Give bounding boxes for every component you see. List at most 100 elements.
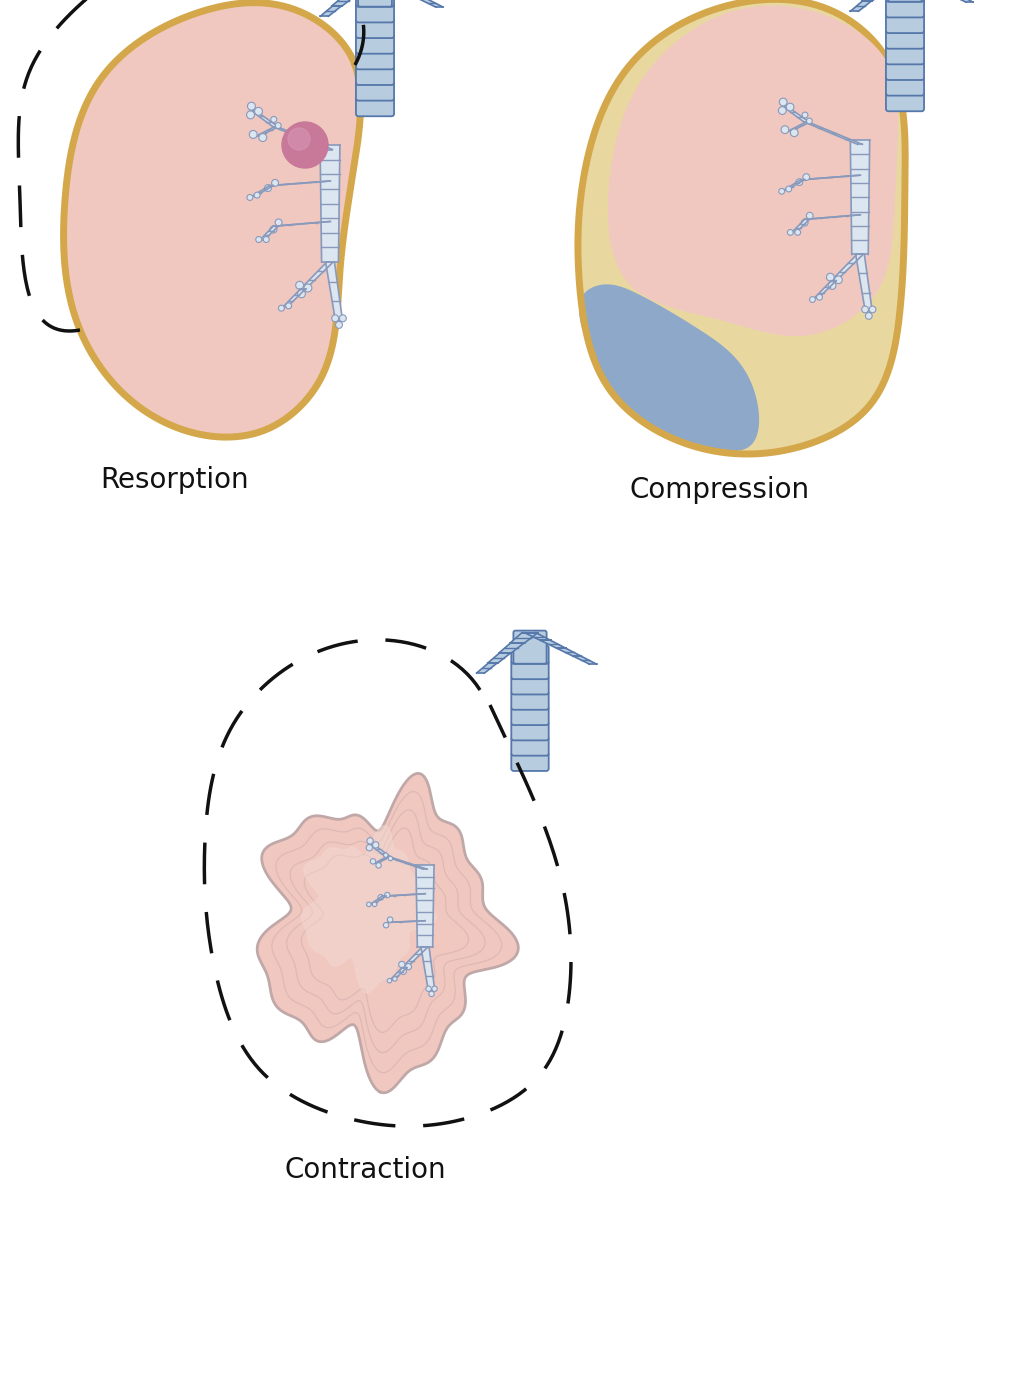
Circle shape xyxy=(862,306,868,313)
Polygon shape xyxy=(276,221,330,226)
Circle shape xyxy=(384,923,389,928)
Circle shape xyxy=(385,892,390,898)
Circle shape xyxy=(781,125,789,134)
Circle shape xyxy=(787,230,793,235)
FancyBboxPatch shape xyxy=(511,738,549,756)
Polygon shape xyxy=(851,141,870,255)
Circle shape xyxy=(786,187,792,192)
Circle shape xyxy=(826,273,834,281)
Polygon shape xyxy=(416,864,434,947)
FancyBboxPatch shape xyxy=(511,661,549,679)
Text: Compression: Compression xyxy=(630,476,811,504)
Circle shape xyxy=(405,963,411,970)
FancyBboxPatch shape xyxy=(356,50,394,70)
Polygon shape xyxy=(384,894,426,896)
Polygon shape xyxy=(332,0,355,6)
Polygon shape xyxy=(487,653,511,663)
Polygon shape xyxy=(792,219,810,232)
Polygon shape xyxy=(831,255,863,281)
FancyBboxPatch shape xyxy=(356,19,394,38)
Circle shape xyxy=(254,192,260,198)
Circle shape xyxy=(336,322,343,329)
FancyBboxPatch shape xyxy=(885,0,924,1)
Circle shape xyxy=(295,281,304,290)
FancyBboxPatch shape xyxy=(356,67,394,85)
Circle shape xyxy=(429,991,434,997)
Polygon shape xyxy=(851,1,871,11)
Polygon shape xyxy=(783,107,810,122)
Circle shape xyxy=(387,979,392,983)
Circle shape xyxy=(806,213,814,219)
Polygon shape xyxy=(856,255,872,312)
Polygon shape xyxy=(499,643,524,653)
Circle shape xyxy=(246,111,254,118)
Circle shape xyxy=(331,315,339,322)
Polygon shape xyxy=(420,0,443,7)
Polygon shape xyxy=(301,262,333,290)
Circle shape xyxy=(288,128,310,150)
Circle shape xyxy=(271,117,277,122)
FancyBboxPatch shape xyxy=(511,707,549,725)
Polygon shape xyxy=(325,262,343,320)
Circle shape xyxy=(388,856,393,860)
Circle shape xyxy=(779,107,786,114)
Polygon shape xyxy=(511,632,538,643)
FancyBboxPatch shape xyxy=(356,82,394,100)
Text: Resorption: Resorption xyxy=(101,466,249,494)
Polygon shape xyxy=(320,145,340,262)
Circle shape xyxy=(802,113,807,118)
Circle shape xyxy=(247,102,255,110)
Circle shape xyxy=(367,838,373,844)
Circle shape xyxy=(275,122,281,128)
Circle shape xyxy=(254,107,263,116)
Circle shape xyxy=(796,178,802,185)
Polygon shape xyxy=(320,6,342,17)
Circle shape xyxy=(278,305,284,312)
Circle shape xyxy=(779,188,785,195)
Circle shape xyxy=(790,129,798,136)
FancyBboxPatch shape xyxy=(885,14,924,33)
Polygon shape xyxy=(274,127,332,149)
Circle shape xyxy=(400,969,406,974)
FancyBboxPatch shape xyxy=(511,722,549,741)
FancyBboxPatch shape xyxy=(358,0,392,7)
Circle shape xyxy=(270,226,277,232)
FancyBboxPatch shape xyxy=(885,92,924,111)
Circle shape xyxy=(865,313,872,319)
Polygon shape xyxy=(369,845,391,857)
Polygon shape xyxy=(374,857,390,863)
FancyBboxPatch shape xyxy=(511,677,549,695)
Polygon shape xyxy=(579,284,759,451)
Polygon shape xyxy=(258,774,518,1093)
Circle shape xyxy=(282,122,328,168)
Circle shape xyxy=(340,315,347,322)
Polygon shape xyxy=(256,127,278,136)
Polygon shape xyxy=(557,649,582,656)
Polygon shape xyxy=(578,0,905,454)
FancyBboxPatch shape xyxy=(885,77,924,96)
Circle shape xyxy=(806,118,813,124)
Polygon shape xyxy=(814,281,836,298)
Polygon shape xyxy=(541,640,566,649)
Polygon shape xyxy=(261,226,278,239)
FancyBboxPatch shape xyxy=(511,753,549,771)
FancyBboxPatch shape xyxy=(356,97,394,117)
Circle shape xyxy=(372,842,379,848)
FancyBboxPatch shape xyxy=(356,35,394,54)
Circle shape xyxy=(265,185,272,192)
Circle shape xyxy=(801,220,808,226)
Circle shape xyxy=(264,237,269,242)
Circle shape xyxy=(249,131,258,138)
Circle shape xyxy=(388,917,393,923)
Circle shape xyxy=(366,845,372,851)
Circle shape xyxy=(780,99,787,106)
Circle shape xyxy=(275,219,282,226)
Circle shape xyxy=(817,294,823,301)
FancyBboxPatch shape xyxy=(511,692,549,710)
FancyBboxPatch shape xyxy=(356,0,394,7)
Polygon shape xyxy=(607,6,898,335)
Polygon shape xyxy=(271,181,330,185)
Circle shape xyxy=(786,103,794,111)
FancyBboxPatch shape xyxy=(885,0,924,18)
Circle shape xyxy=(795,230,800,235)
